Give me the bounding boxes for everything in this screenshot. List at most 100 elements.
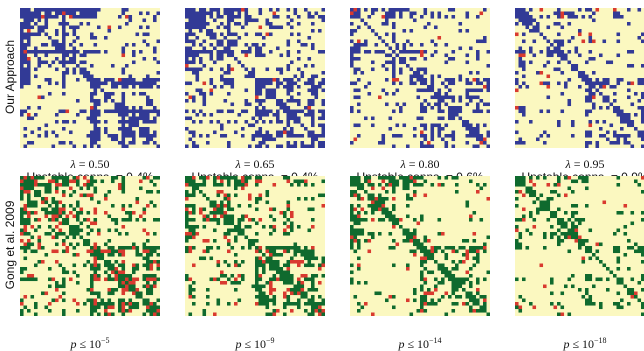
stable-connection: [135, 267, 140, 271]
stable-connection: [185, 67, 189, 72]
unstable-connection: [90, 106, 94, 110]
stable-connection: [311, 197, 315, 201]
stable-connection: [234, 260, 238, 264]
stable-connection: [269, 277, 273, 282]
stable-connection: [486, 134, 490, 138]
stable-connection: [539, 193, 544, 198]
unstable-connection: [297, 263, 301, 268]
stable-connection: [220, 211, 224, 215]
stable-connection: [234, 228, 238, 233]
stable-connection: [567, 99, 572, 103]
stable-connection: [286, 144, 291, 148]
stable-connection: [55, 50, 59, 54]
stable-connection: [420, 144, 424, 148]
stable-connection: [27, 186, 31, 191]
stable-connection: [258, 109, 263, 114]
stable-connection: [557, 242, 561, 247]
stable-connection: [153, 130, 157, 135]
stable-connection: [465, 88, 470, 93]
stable-connection: [97, 200, 101, 205]
parameter-value: 10: [89, 337, 102, 351]
stable-connection: [192, 288, 196, 292]
stable-connection: [585, 113, 589, 117]
stable-connection: [244, 120, 249, 124]
stable-connection: [522, 298, 526, 303]
stable-connection: [472, 88, 477, 93]
unstable-connection: [72, 179, 77, 184]
stable-connection: [90, 284, 94, 289]
stable-connection: [430, 127, 435, 131]
unstable-connection: [44, 197, 49, 201]
stable-connection: [311, 274, 315, 278]
stable-connection: [111, 99, 115, 103]
stable-connection: [588, 85, 593, 89]
stable-connection: [406, 144, 410, 148]
stable-connection: [255, 256, 259, 261]
stable-connection: [525, 190, 530, 194]
stable-connection: [44, 232, 49, 236]
stable-connection: [79, 60, 84, 65]
stable-connection: [388, 211, 393, 215]
stable-connection: [34, 200, 38, 205]
stable-connection: [451, 137, 456, 142]
stable-connection: [132, 116, 136, 121]
stable-connection: [602, 78, 607, 82]
stable-connection: [41, 43, 45, 47]
stable-connection: [62, 211, 66, 215]
stable-connection: [153, 218, 157, 222]
stable-connection: [121, 134, 126, 138]
stable-connection: [20, 221, 24, 226]
stable-connection: [72, 246, 77, 250]
unstable-connection: [23, 176, 28, 180]
stable-connection: [58, 141, 63, 145]
stable-connection: [216, 183, 221, 187]
stable-connection: [367, 204, 372, 208]
stable-connection: [613, 15, 617, 19]
stable-connection: [434, 246, 438, 250]
stable-connection: [307, 298, 312, 303]
stable-connection: [97, 295, 101, 299]
stable-connection: [199, 11, 203, 16]
stable-connection: [392, 214, 396, 219]
stable-connection: [283, 176, 287, 180]
stable-connection: [571, 235, 575, 240]
stable-connection: [272, 249, 277, 254]
stable-connection: [350, 277, 354, 282]
stable-connection: [104, 99, 108, 103]
stable-connection: [20, 60, 24, 65]
stable-connection: [107, 302, 112, 306]
stable-connection: [132, 242, 136, 247]
unstable-connection: [202, 214, 207, 219]
stable-connection: [185, 92, 189, 96]
stable-connection: [599, 302, 603, 306]
parameter-expression: λ = 0.65: [236, 157, 275, 171]
stable-connection: [128, 211, 133, 215]
stable-connection: [588, 134, 593, 138]
stable-connection: [420, 295, 424, 299]
stable-connection: [458, 295, 463, 299]
unstable-connection: [86, 193, 91, 198]
stable-connection: [357, 239, 361, 243]
stable-connection: [451, 57, 456, 61]
stable-connection: [79, 186, 84, 191]
stable-connection: [255, 130, 259, 135]
stable-connection: [20, 190, 24, 194]
stable-connection: [350, 81, 354, 86]
stable-connection: [409, 74, 414, 79]
stable-connection: [107, 246, 112, 250]
stable-connection: [153, 15, 157, 19]
unstable-connection: [286, 225, 291, 229]
stable-connection: [469, 71, 473, 75]
stable-connection: [564, 176, 568, 180]
stable-connection: [409, 15, 414, 19]
heatmap-panel: [20, 176, 160, 316]
stable-connection: [469, 218, 473, 222]
stable-connection: [227, 71, 231, 75]
stable-connection: [44, 211, 49, 215]
stable-connection: [578, 239, 582, 243]
stable-connection: [536, 29, 540, 33]
stable-connection: [627, 291, 631, 296]
stable-connection: [213, 239, 217, 243]
stable-connection: [441, 183, 445, 187]
stable-connection: [76, 274, 80, 278]
